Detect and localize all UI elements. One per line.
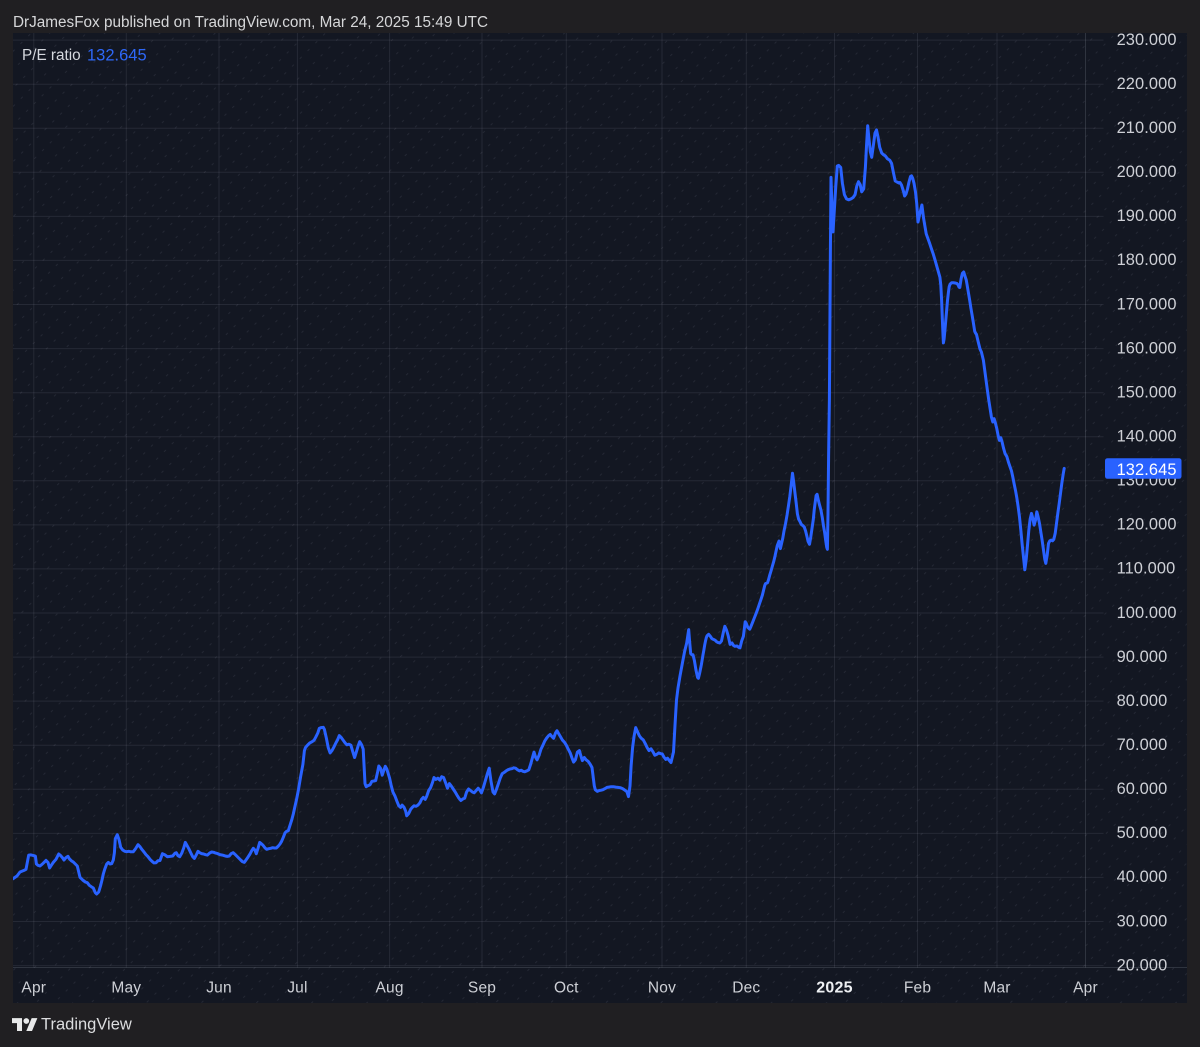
svg-text:Aug: Aug: [376, 980, 404, 997]
svg-text:60.000: 60.000: [1117, 780, 1168, 798]
svg-text:230.000: 230.000: [1117, 31, 1177, 49]
svg-text:90.000: 90.000: [1117, 648, 1168, 666]
svg-text:220.000: 220.000: [1117, 75, 1177, 93]
svg-text:Sep: Sep: [468, 980, 496, 997]
svg-text:2025: 2025: [816, 980, 852, 997]
svg-text:160.000: 160.000: [1117, 339, 1177, 357]
svg-text:Dec: Dec: [732, 980, 760, 997]
svg-text:150.000: 150.000: [1117, 384, 1177, 402]
svg-text:100.000: 100.000: [1117, 604, 1177, 622]
svg-text:Nov: Nov: [648, 980, 676, 997]
svg-text:DrJamesFox published on Tradin: DrJamesFox published on TradingView.com,…: [13, 14, 488, 31]
svg-text:Feb: Feb: [904, 980, 931, 997]
svg-text:40.000: 40.000: [1117, 868, 1168, 886]
svg-text:P/E ratio: P/E ratio: [22, 47, 81, 64]
svg-text:132.645: 132.645: [87, 47, 147, 65]
svg-text:132.645: 132.645: [1117, 461, 1177, 479]
svg-text:Jul: Jul: [287, 980, 307, 997]
svg-text:Oct: Oct: [554, 980, 579, 997]
svg-text:190.000: 190.000: [1117, 207, 1177, 225]
svg-text:70.000: 70.000: [1117, 736, 1168, 754]
svg-text:210.000: 210.000: [1117, 119, 1177, 137]
svg-text:110.000: 110.000: [1117, 560, 1176, 578]
svg-text:30.000: 30.000: [1117, 912, 1168, 930]
svg-text:TradingView: TradingView: [41, 1016, 132, 1034]
svg-text:50.000: 50.000: [1117, 824, 1168, 842]
svg-text:20.000: 20.000: [1117, 956, 1168, 974]
svg-text:Mar: Mar: [983, 980, 1010, 997]
svg-text:80.000: 80.000: [1117, 692, 1168, 710]
svg-text:Jun: Jun: [206, 980, 232, 997]
svg-text:120.000: 120.000: [1117, 516, 1177, 534]
svg-text:140.000: 140.000: [1117, 428, 1177, 446]
svg-text:170.000: 170.000: [1117, 295, 1177, 313]
svg-text:Apr: Apr: [21, 980, 46, 997]
svg-text:200.000: 200.000: [1117, 163, 1177, 181]
svg-text:May: May: [111, 980, 141, 997]
svg-text:180.000: 180.000: [1117, 251, 1177, 269]
svg-text:Apr: Apr: [1073, 980, 1098, 997]
